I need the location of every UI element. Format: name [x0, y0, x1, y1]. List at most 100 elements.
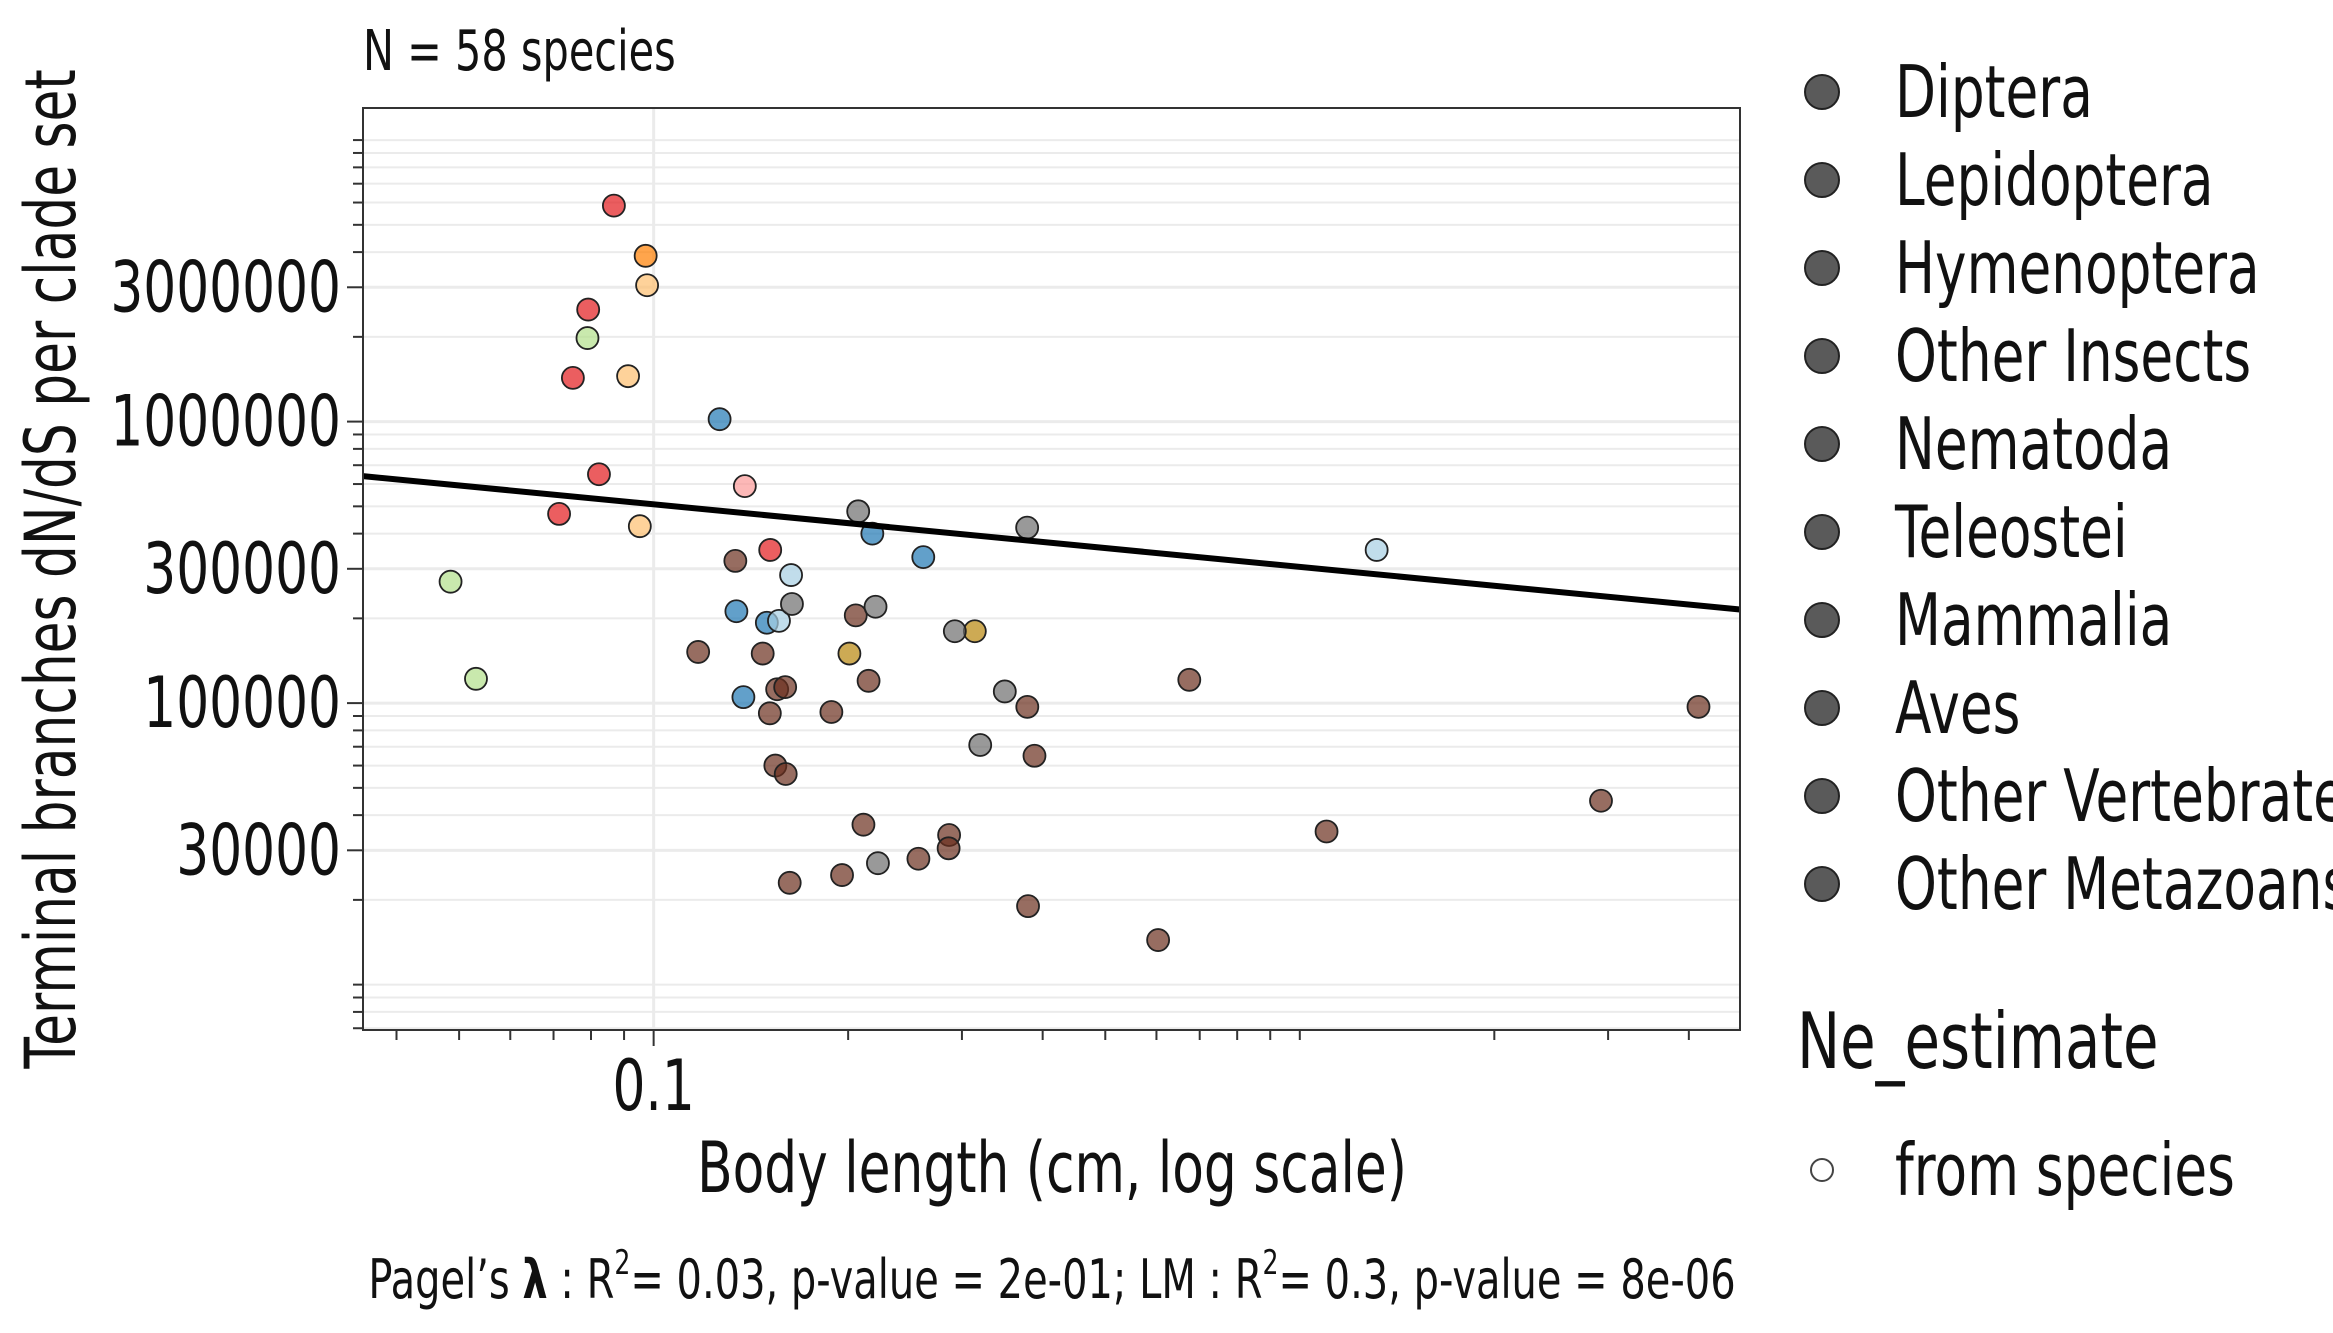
axis-ticks	[347, 139, 1690, 1046]
data-point	[773, 762, 798, 786]
data-point	[837, 641, 862, 666]
data-point	[863, 594, 888, 619]
legend-swatch	[1804, 690, 1840, 726]
data-point	[962, 619, 987, 644]
data-point	[757, 701, 782, 726]
footnote-part: = 0.3, p-value = 8e-06	[1278, 1249, 1735, 1312]
plot-frame	[362, 107, 1741, 1031]
data-point	[627, 514, 652, 539]
legend-label: Other Vertebrates	[1895, 754, 2333, 838]
legend-label: Mammalia	[1895, 578, 2172, 662]
legend-swatch	[1804, 74, 1840, 110]
data-point	[464, 666, 488, 691]
tick-labels: 30000 100000 300000 1000000 3000000 0.1	[110, 246, 694, 1127]
data-point	[758, 538, 783, 562]
x-tick-label: 0.1	[612, 1045, 694, 1127]
data-point	[616, 364, 640, 389]
regression-line	[362, 473, 1741, 613]
data-point	[1314, 819, 1339, 844]
legend-swatch	[1804, 426, 1840, 462]
legend-label: Hymenoptera	[1895, 226, 2260, 310]
x-axis-label: Body length (cm, log scale)	[697, 1127, 1407, 1209]
data-point	[707, 407, 732, 432]
data-point	[767, 608, 791, 633]
data-point	[576, 297, 601, 322]
chart-title: N = 58 species	[363, 18, 676, 84]
legend-swatch	[1804, 602, 1840, 638]
data-point	[724, 599, 749, 624]
y-axis-label: Terminal branches dN/dS per clade set	[10, 69, 92, 1069]
y-tick-label: 1000000	[110, 381, 341, 463]
data-point	[1177, 667, 1202, 692]
y-tick-label: 3000000	[110, 246, 341, 328]
data-point	[602, 193, 626, 218]
legend-label: Other Metazoans	[1895, 842, 2333, 926]
data-point	[843, 603, 868, 628]
legend-swatch	[1804, 338, 1840, 374]
data-point	[936, 836, 961, 861]
data-point	[1146, 928, 1171, 952]
footnote-part: = 0.03, p-value = 2e-01; LM : R	[630, 1249, 1262, 1312]
data-point	[731, 685, 756, 710]
legend-label: Diptera	[1895, 50, 2093, 134]
data-point	[438, 569, 463, 594]
legend-ne-label: from species	[1895, 1128, 2235, 1212]
data-point	[633, 243, 658, 268]
footnote-part: : R	[548, 1249, 615, 1312]
legend-swatch	[1804, 162, 1840, 198]
data-point	[819, 700, 844, 724]
y-tick-label: 100000	[143, 662, 341, 744]
footnote-part: Pagel’s	[368, 1249, 522, 1312]
legend-swatch	[1804, 514, 1840, 550]
data-point	[906, 846, 931, 871]
superscript: 2	[1262, 1243, 1278, 1283]
data-point	[777, 870, 802, 895]
superscript: 2	[614, 1243, 630, 1283]
data-point	[1686, 694, 1711, 719]
lambda-symbol: λ	[522, 1249, 547, 1312]
data-point	[560, 365, 585, 390]
data-point	[1016, 894, 1040, 919]
data-point	[830, 863, 854, 887]
data-point	[547, 502, 571, 526]
y-tick-label: 300000	[143, 528, 341, 610]
legend-label: Other Insects	[1895, 314, 2251, 398]
data-point	[587, 462, 611, 487]
legend-ne-title: Ne_estimate	[1797, 996, 2159, 1087]
legend-ne-swatch	[1810, 1158, 1834, 1182]
data-point	[1022, 743, 1047, 768]
legend-swatch	[1804, 866, 1840, 902]
data-point	[846, 499, 871, 524]
grid-lines	[363, 108, 1740, 1030]
legend-label: Lepidoptera	[1895, 138, 2214, 222]
data-point	[992, 679, 1017, 704]
data-point	[1015, 515, 1040, 540]
footnote: Pagel’s λ : R2= 0.03, p-value = 2e-01; L…	[368, 1243, 1735, 1311]
data-point	[635, 273, 659, 298]
y-tick-label: 30000	[176, 810, 341, 892]
data-point	[856, 668, 881, 693]
regression-line-group	[362, 473, 1741, 613]
data-point	[968, 733, 993, 757]
data-point	[942, 619, 967, 644]
data-point	[1589, 788, 1613, 813]
data-point	[723, 549, 748, 573]
data-point	[1364, 538, 1389, 562]
data-point	[780, 592, 804, 616]
data-point	[779, 563, 803, 587]
legend-swatch	[1804, 250, 1840, 286]
legend-swatch	[1804, 778, 1840, 814]
legend-label: Nematoda	[1895, 402, 2172, 486]
data-point	[866, 851, 890, 876]
legend-label: Teleostei	[1894, 490, 2128, 574]
data-point	[1015, 694, 1040, 719]
data-point	[575, 326, 600, 350]
data-point	[911, 545, 936, 570]
data-point	[851, 812, 876, 837]
data-point	[732, 474, 757, 499]
legend-label: Aves	[1895, 666, 2020, 750]
data-points	[438, 193, 1711, 952]
data-point	[773, 675, 798, 699]
